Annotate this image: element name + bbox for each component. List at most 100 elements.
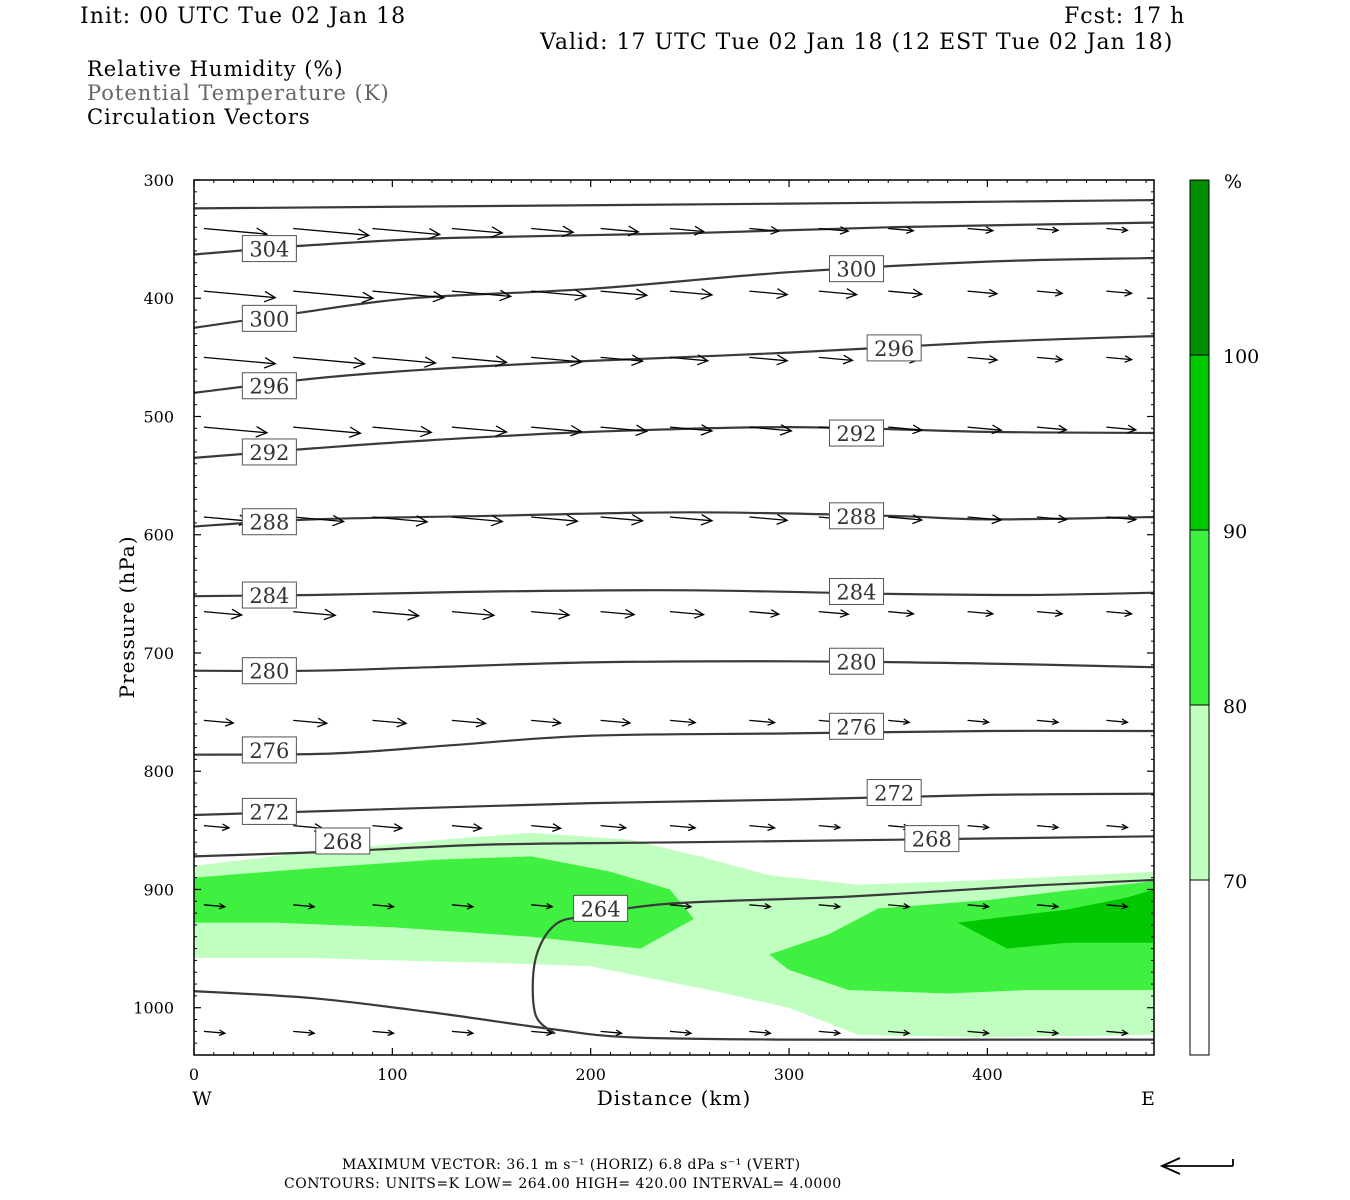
circulation-vector (669, 225, 706, 236)
vector-shaft (1106, 719, 1128, 723)
vector-shaft (818, 824, 840, 829)
circulation-vector (1036, 226, 1060, 234)
circulation-vector (372, 823, 404, 833)
theta-label-box (866, 334, 922, 362)
colorbar-segment (1189, 879, 1210, 1056)
vector-shaft (1106, 824, 1128, 829)
circulation-vector (888, 718, 911, 726)
vector-shaft (669, 426, 713, 432)
vector-shaft (372, 227, 440, 236)
circulation-vector (967, 609, 995, 618)
circulation-vector (203, 608, 244, 620)
vector-head (494, 355, 508, 368)
circulation-vector (600, 354, 645, 367)
rh-region-90 (957, 889, 1154, 949)
vector-shaft (451, 426, 507, 433)
legend-potential-temperature: Potential Temperature (K) (87, 81, 390, 105)
init-time: Init: 00 UTC Tue 02 Jan 18 (80, 4, 407, 29)
x-axis-label: Distance (km) (597, 1086, 752, 1110)
vector-head (1051, 1029, 1060, 1037)
circulation-vector (749, 1029, 772, 1037)
vector-shaft (451, 904, 473, 908)
vector-head (982, 718, 991, 726)
circulation-vector (1106, 902, 1129, 910)
theta-contour-284 (194, 589, 1154, 598)
vector-shaft (967, 824, 989, 829)
circulation-vector (600, 608, 636, 619)
vector-head (432, 290, 446, 303)
theta-label: 288 (241, 508, 297, 536)
circulation-vector (669, 1029, 693, 1037)
vector-shaft (818, 227, 849, 232)
vector-head (1121, 718, 1129, 726)
circulation-vector (967, 354, 999, 364)
x-tick-label: 300 (774, 1065, 805, 1084)
circulation-vector (818, 609, 850, 618)
circulation-vector (749, 718, 777, 726)
vector-head (764, 1029, 772, 1037)
vector-head (1124, 609, 1134, 618)
vector-shaft (203, 227, 267, 235)
circulation-vector (669, 354, 710, 366)
theta-contour-292 (194, 425, 1154, 459)
rh-fill-layer (194, 832, 1154, 1038)
circulation-vector (749, 354, 789, 366)
y-axis-label: Pressure (hPa) (115, 536, 139, 699)
vector-shaft (600, 356, 643, 362)
theta-label-text: 304 (249, 238, 289, 262)
theta-label: 296 (241, 372, 297, 400)
circulation-vector (293, 227, 371, 241)
vector-head (635, 424, 649, 437)
vector-head (218, 1029, 227, 1037)
theta-label-text: 280 (836, 650, 876, 674)
theta-contour-264 (194, 990, 1154, 1041)
theta-label: 284 (828, 577, 884, 605)
vector-head (475, 717, 488, 728)
vector-shaft (600, 426, 647, 432)
vector-shaft (1106, 516, 1136, 521)
vector-shaft (372, 610, 419, 617)
vector-head (1051, 902, 1060, 910)
vector-shaft (1106, 356, 1132, 361)
circulation-vector (1036, 718, 1060, 726)
vector-shaft (203, 610, 242, 616)
vector-shaft (293, 356, 365, 365)
circulation-vector (531, 355, 584, 367)
vector-head (776, 354, 789, 366)
reference-vector-icon (1159, 1157, 1234, 1175)
circulation-vector (451, 717, 488, 728)
theta-label-box (828, 502, 884, 530)
vector-head (570, 424, 584, 437)
vector-shaft (967, 426, 1002, 431)
theta-label-box (828, 647, 884, 675)
theta-contour-288 (194, 511, 1154, 528)
vector-head (627, 225, 640, 237)
vector-head (839, 226, 850, 235)
vector-shaft (749, 356, 788, 362)
vector-head (839, 609, 850, 618)
vector-head (991, 424, 1003, 435)
circulation-vector (531, 902, 554, 910)
circulation-vector (669, 288, 714, 300)
vector-head (618, 823, 628, 832)
vector-head (1121, 1029, 1129, 1037)
circulation-vector (1036, 514, 1068, 524)
vector-shaft (531, 824, 561, 829)
vector-head (428, 227, 442, 240)
vector-head (494, 425, 508, 437)
vector-head (845, 288, 859, 300)
circulation-vector (203, 823, 231, 832)
vector-shaft (203, 824, 230, 829)
vector-head (991, 514, 1003, 525)
theta-label: 276 (241, 736, 297, 764)
theta-label: 264 (573, 894, 629, 922)
vector-head (693, 225, 706, 236)
circulation-vector (531, 717, 563, 727)
circulation-vector (1036, 1029, 1060, 1037)
vector-head (415, 515, 429, 527)
theta-contour-304 (194, 221, 1154, 256)
vector-shaft (818, 1030, 840, 1034)
theta-label-text: 280 (249, 660, 289, 684)
vector-head (903, 718, 911, 726)
vector-head (700, 424, 714, 436)
